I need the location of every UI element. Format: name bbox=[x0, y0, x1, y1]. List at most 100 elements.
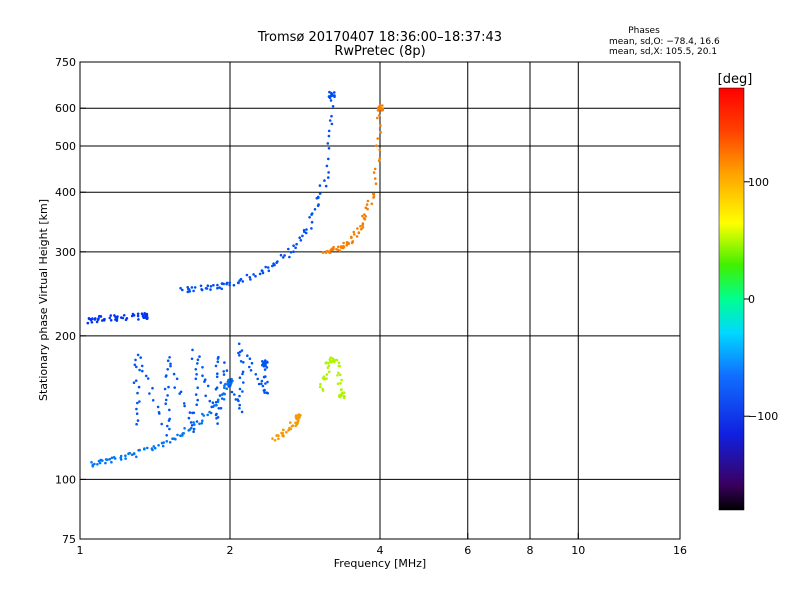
data-point bbox=[189, 421, 193, 424]
data-point bbox=[220, 282, 224, 285]
data-point bbox=[241, 372, 244, 376]
data-point bbox=[242, 361, 245, 364]
data-point bbox=[299, 239, 303, 242]
data-point bbox=[241, 370, 245, 374]
data-point bbox=[336, 374, 339, 377]
y-tick-label: 300 bbox=[55, 246, 76, 259]
data-point bbox=[375, 144, 378, 147]
data-point bbox=[186, 290, 190, 294]
data-point bbox=[319, 382, 322, 386]
data-point bbox=[379, 131, 383, 134]
y-tick-label: 600 bbox=[55, 102, 76, 115]
y-tick-label: 400 bbox=[55, 186, 76, 199]
stats-x: mean, sd,X: 105.5, 20.1 bbox=[609, 47, 717, 57]
data-point bbox=[221, 393, 224, 396]
data-point bbox=[287, 247, 290, 251]
data-point bbox=[166, 359, 170, 363]
data-point bbox=[135, 422, 138, 426]
data-point bbox=[156, 405, 160, 409]
data-point bbox=[190, 426, 193, 430]
data-point bbox=[220, 397, 224, 400]
data-point bbox=[172, 372, 176, 376]
data-point bbox=[271, 264, 274, 268]
data-point bbox=[234, 398, 238, 401]
data-point bbox=[137, 385, 141, 389]
data-point bbox=[187, 416, 191, 420]
data-point bbox=[298, 415, 301, 419]
data-point bbox=[165, 434, 168, 437]
data-point bbox=[340, 378, 343, 382]
data-point bbox=[138, 400, 141, 403]
data-point bbox=[138, 448, 141, 452]
data-point bbox=[245, 273, 249, 277]
data-point bbox=[167, 385, 170, 389]
data-point bbox=[347, 241, 350, 245]
data-point bbox=[305, 228, 308, 231]
data-point bbox=[325, 164, 329, 168]
data-point bbox=[282, 434, 285, 438]
data-point bbox=[168, 427, 171, 431]
data-point bbox=[264, 375, 267, 378]
data-point bbox=[241, 280, 245, 283]
data-point bbox=[206, 413, 209, 417]
data-point bbox=[230, 377, 233, 381]
chart-title: Tromsø 20170407 18:36:00–18:37:43 bbox=[257, 30, 502, 45]
data-point bbox=[337, 245, 340, 249]
data-point bbox=[133, 363, 137, 367]
x-tick-label: 2 bbox=[227, 544, 234, 557]
data-point bbox=[113, 457, 117, 460]
data-point bbox=[248, 357, 252, 361]
data-point bbox=[327, 134, 331, 138]
data-point bbox=[182, 402, 186, 405]
data-point bbox=[263, 368, 267, 371]
data-point bbox=[238, 350, 242, 354]
data-point bbox=[342, 391, 346, 395]
data-point bbox=[220, 287, 223, 291]
data-point bbox=[281, 432, 285, 435]
data-point bbox=[304, 231, 308, 235]
data-point bbox=[248, 276, 252, 279]
data-point bbox=[359, 225, 362, 228]
data-point bbox=[109, 319, 113, 322]
data-point bbox=[276, 434, 280, 437]
data-point bbox=[201, 374, 204, 378]
data-point bbox=[121, 316, 125, 320]
data-point bbox=[93, 318, 97, 321]
data-point bbox=[151, 448, 154, 452]
data-point bbox=[190, 357, 194, 361]
data-point bbox=[310, 227, 313, 230]
data-point bbox=[116, 315, 119, 318]
data-point bbox=[157, 444, 160, 447]
data-point bbox=[166, 424, 169, 428]
data-point bbox=[317, 203, 320, 206]
data-point bbox=[249, 369, 253, 372]
data-point bbox=[181, 288, 184, 292]
data-point bbox=[122, 314, 126, 317]
data-point bbox=[233, 393, 236, 396]
stats-header: Phases bbox=[628, 26, 660, 36]
data-point bbox=[264, 265, 268, 269]
data-point bbox=[201, 366, 204, 369]
data-point bbox=[239, 277, 243, 281]
data-point bbox=[260, 379, 264, 383]
data-point bbox=[264, 382, 267, 385]
data-points bbox=[86, 90, 385, 468]
data-point bbox=[338, 364, 342, 368]
data-point bbox=[110, 456, 114, 460]
data-point bbox=[361, 226, 365, 229]
y-tick-label: 200 bbox=[55, 330, 76, 343]
data-point bbox=[329, 356, 333, 360]
data-point bbox=[135, 407, 138, 411]
data-point bbox=[310, 212, 314, 215]
data-point bbox=[377, 159, 381, 163]
data-point bbox=[194, 393, 198, 396]
data-point bbox=[206, 284, 210, 288]
data-point bbox=[192, 289, 195, 293]
data-point bbox=[135, 455, 138, 459]
data-point bbox=[141, 315, 145, 318]
data-point bbox=[328, 90, 331, 94]
data-point bbox=[252, 273, 255, 276]
data-point bbox=[318, 184, 322, 187]
data-point bbox=[324, 250, 328, 253]
data-point bbox=[198, 355, 201, 358]
